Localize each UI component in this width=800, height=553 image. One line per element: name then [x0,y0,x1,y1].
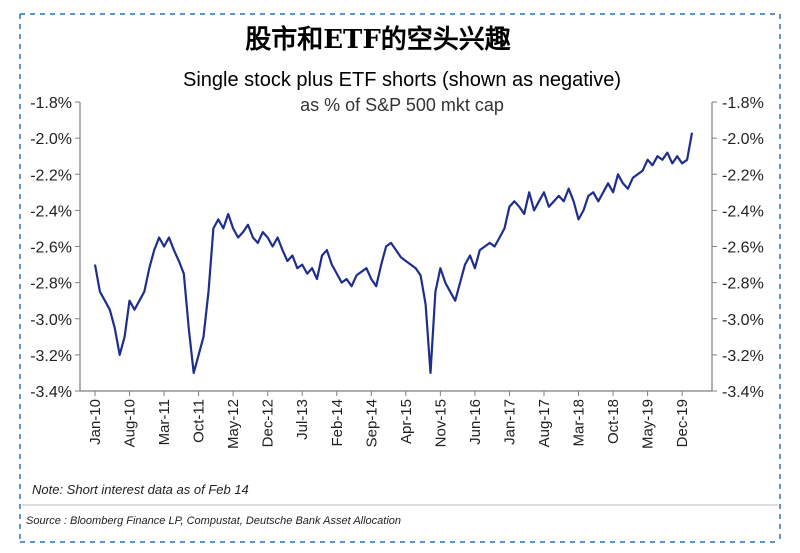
y-tick-label-right: -3.0% [722,312,764,329]
x-tick-label: Feb-14 [329,399,346,447]
y-ticks-left: -1.8% -2.0% -2.2% -2.4% -2.6% -2.8% -3.0% -3.2%… [30,95,80,401]
x-tick-label: Sep-14 [363,399,380,447]
chart-title: Single stock plus ETF shorts (shown as n… [183,69,621,91]
y-tick-label-right: -2.2% [722,167,764,184]
y-tick-label-left: -2.2% [30,167,72,184]
y-tick-label-left: -3.2% [30,348,72,365]
x-tick-label: Aug-10 [122,399,139,447]
x-tick-label: Jun-16 [467,399,484,445]
x-tick-label: May-19 [640,399,657,449]
y-tick-label-left: -2.0% [30,131,72,148]
y-tick-label-left: -2.4% [30,203,72,220]
y-tick-label-left: -3.0% [30,312,72,329]
x-tick-label: May-12 [225,399,242,449]
y-tick-label-left: -2.6% [30,240,72,257]
x-tick-label: Oct-18 [605,399,622,444]
x-tick-label: Oct-11 [191,399,208,443]
x-tick-label: Dec-19 [674,399,691,447]
chinese-title: 股市和ETF的空头兴趣 [245,24,511,55]
y-tick-label-right: -1.8% [722,95,764,112]
source-text: Source : Bloomberg Finance LP, Compustat… [26,515,401,527]
y-tick-label-right: -3.4% [722,384,764,401]
x-tick-label: Mar-11 [156,399,173,445]
note-text: Note: Short interest data as of Feb 14 [32,482,249,497]
y-ticks-right: -1.8% -2.0% -2.2% -2.4% -2.6% -2.8% -3.0% -3.2%… [712,95,764,401]
x-tick-label: Jul-13 [294,399,311,440]
x-tick-label: Jan-10 [87,399,104,445]
y-tick-label-right: -2.6% [722,240,764,257]
y-tick-label-left: -2.8% [30,276,72,293]
y-tick-label-right: -2.8% [722,276,764,293]
x-tick-label: Nov-15 [432,399,449,447]
x-tick-label: Apr-15 [398,399,415,444]
x-ticks: Jan-10 Aug-10 Mar-11 Oct-11 May-12 Dec-12 Jul-… [87,391,691,449]
y-tick-label-left: -1.8% [30,95,72,112]
y-tick-label-right: -2.0% [722,131,764,148]
y-tick-label-right: -3.2% [722,348,764,365]
chart-subtitle: as % of S&P 500 mkt cap [300,95,504,115]
x-tick-label: Aug-17 [536,399,553,447]
plot-area: -1.8% -2.0% -2.2% -2.4% -2.6% -2.8% -3.0% -3.2%… [30,95,764,449]
x-tick-label: Jan-17 [501,399,518,445]
x-tick-label: Dec-12 [260,399,277,447]
y-tick-label-right: -2.4% [722,203,764,220]
x-tick-label: Mar-18 [571,399,588,447]
dashed-border [19,13,781,543]
series-line [93,132,694,374]
y-tick-label-left: -3.4% [30,384,72,401]
